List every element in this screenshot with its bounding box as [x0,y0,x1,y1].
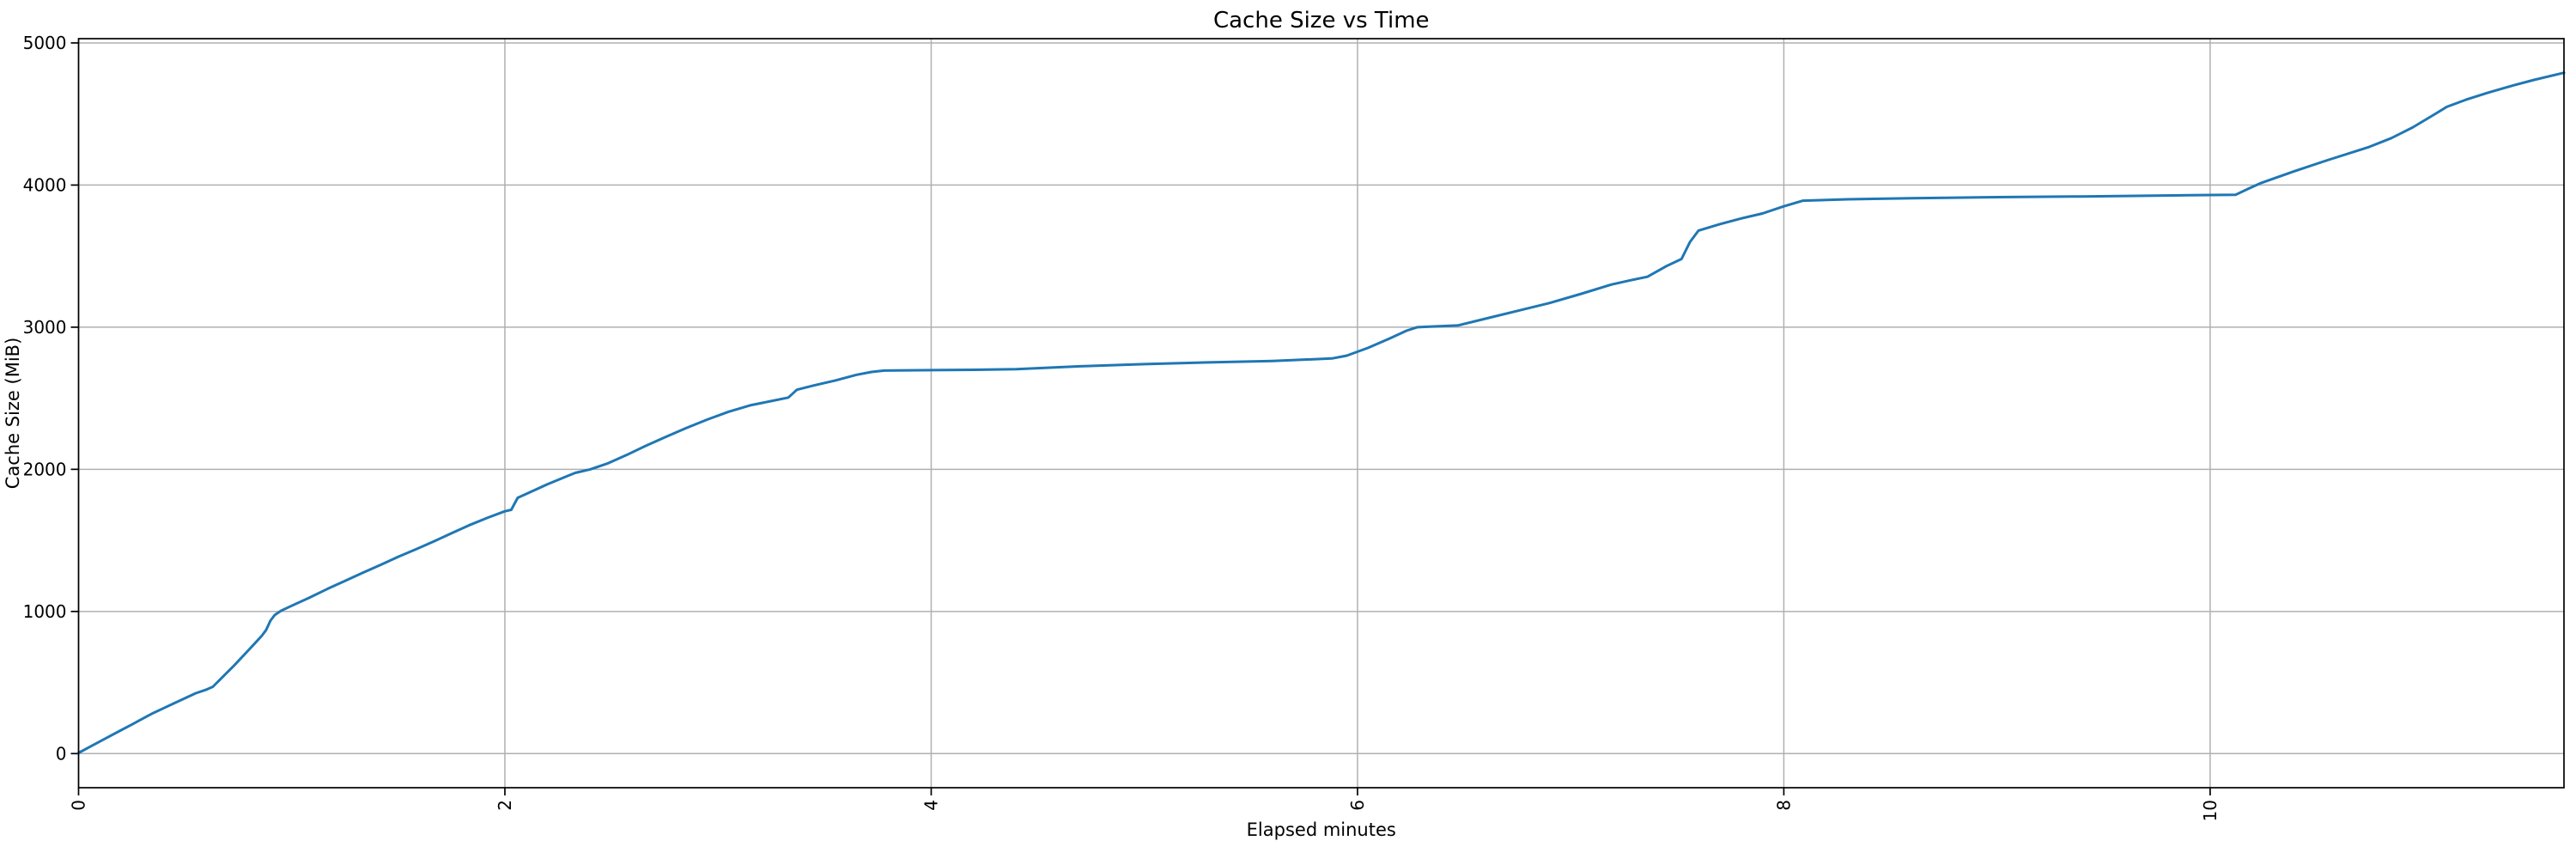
grid-lines [77,39,2564,788]
cache-size-line [77,71,2566,754]
y-tick-label: 1000 [23,601,67,622]
x-tick-label: 4 [920,800,941,811]
y-tick-label: 3000 [23,317,67,338]
axis-ticks [70,42,2211,795]
x-tick-label: 10 [2200,800,2221,821]
x-tick-label: 2 [495,800,515,811]
x-tick-label: 6 [1347,800,1368,811]
tick-labels: 0 2 4 6 8 10 0 1000 2000 3000 4000 5000 [23,33,2221,821]
y-axis-label: Cache Size (MiB) [3,338,23,490]
x-axis-label: Elapsed minutes [1247,819,1396,840]
x-tick-label: 8 [1773,800,1794,811]
y-tick-label: 5000 [23,33,67,53]
y-tick-label: 4000 [23,174,67,195]
plot-border [77,38,2565,789]
y-tick-label: 0 [56,743,67,764]
y-tick-label: 2000 [23,459,67,479]
x-tick-label: 0 [69,800,89,811]
chart-title: Cache Size vs Time [1213,8,1430,34]
